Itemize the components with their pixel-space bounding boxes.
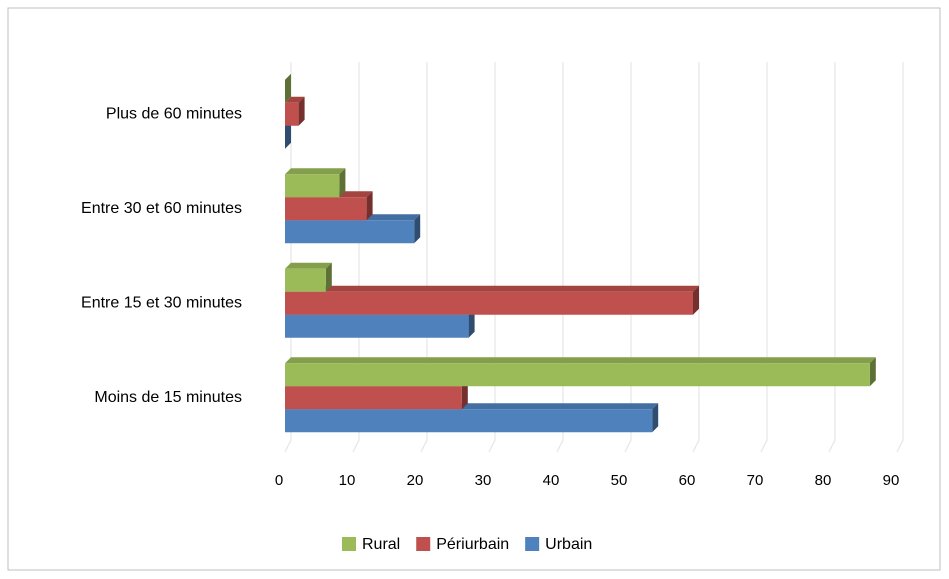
bar-front	[285, 102, 299, 126]
bar	[285, 262, 332, 292]
x-tick-label: 60	[679, 472, 696, 489]
bar-side	[693, 285, 699, 315]
bar-top	[285, 262, 332, 269]
bar-side	[414, 214, 421, 244]
x-tick-label: 10	[339, 472, 356, 489]
y-tick-label: Plus de 60 minutes	[106, 105, 242, 122]
grid-line	[420, 62, 428, 453]
bar-side	[285, 119, 291, 149]
grid-line	[488, 62, 496, 453]
x-tick-label: 30	[475, 472, 492, 489]
legend-label: Périurbain	[436, 536, 509, 553]
bar	[285, 96, 305, 126]
bar	[285, 73, 291, 103]
bar-side	[366, 191, 373, 221]
y-tick-label: Entre 15 et 30 minutes	[81, 294, 242, 311]
legend-label: Urbain	[545, 536, 592, 553]
x-tick-label: 90	[883, 472, 900, 489]
bar-top	[285, 96, 305, 103]
grid-line	[828, 62, 836, 453]
bar-side	[468, 308, 475, 338]
bar-front	[285, 220, 415, 244]
x-tick-label: 70	[747, 472, 764, 489]
x-tick-label: 40	[543, 472, 560, 489]
bar-front	[285, 197, 367, 221]
bar-top	[285, 357, 876, 364]
legend-swatch	[525, 537, 540, 551]
bar-front	[285, 409, 653, 433]
grid-line	[352, 62, 360, 453]
legend-swatch	[416, 537, 431, 551]
bar-front	[285, 291, 693, 315]
grid-line	[624, 62, 632, 453]
bar-front	[285, 174, 340, 198]
bar-front	[285, 314, 469, 338]
bar-side	[461, 380, 468, 410]
bar	[285, 168, 346, 198]
bar	[285, 119, 291, 149]
bar-side	[325, 262, 332, 292]
bar-front	[285, 363, 870, 387]
x-tick-label: 50	[611, 472, 628, 489]
y-tick-label: Entre 30 et 60 minutes	[81, 200, 242, 217]
bar	[285, 285, 699, 315]
legend-label: Rural	[362, 536, 400, 553]
grid-line	[896, 62, 904, 453]
x-tick-label: 0	[275, 472, 283, 489]
legend-swatch	[342, 537, 356, 551]
bar-side	[869, 357, 876, 387]
bar-side	[652, 403, 659, 433]
bar-front	[285, 386, 462, 410]
x-tick-label: 20	[407, 472, 424, 489]
bar-top	[285, 285, 699, 292]
bar-front	[285, 268, 326, 292]
grid-line	[760, 62, 768, 453]
bar-side	[285, 73, 291, 103]
x-tick-label: 80	[815, 472, 832, 489]
bar	[285, 357, 876, 387]
bar-side	[298, 96, 305, 126]
bar-side	[339, 168, 346, 198]
grid-line	[556, 62, 564, 453]
grid-line	[692, 62, 700, 453]
y-tick-label: Moins de 15 minutes	[94, 389, 242, 406]
bar-top	[285, 168, 346, 175]
